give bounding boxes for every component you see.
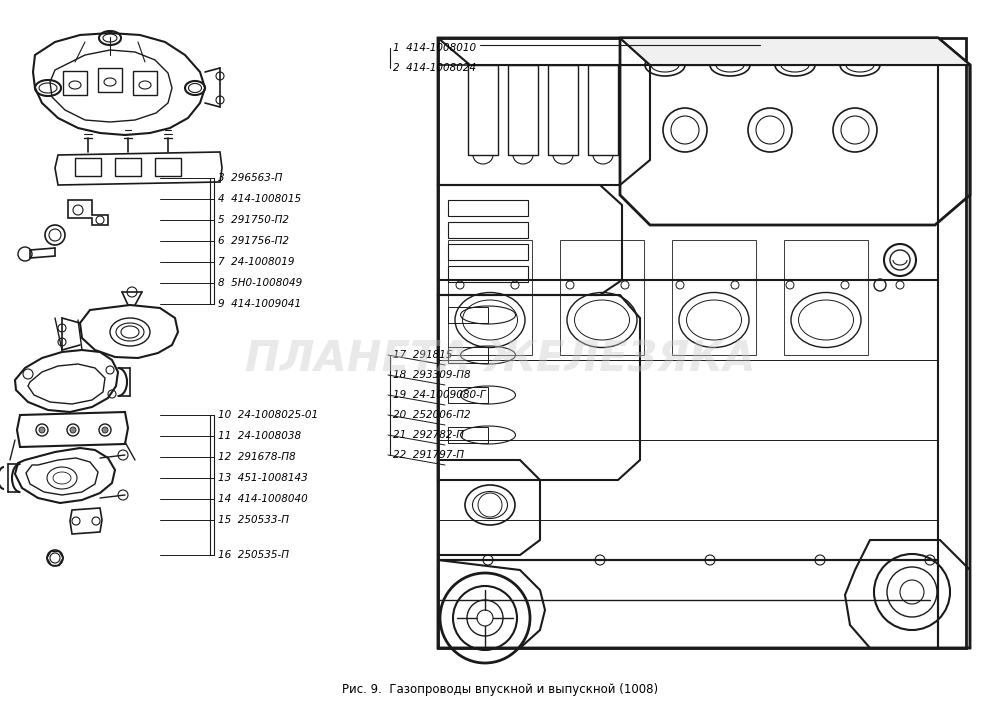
Bar xyxy=(560,240,644,355)
Text: 4  414-1008015: 4 414-1008015 xyxy=(218,194,301,204)
Text: ПЛАНЕТА ЖЕЛЕЗЯКА: ПЛАНЕТА ЖЕЛЕЗЯКА xyxy=(245,339,755,381)
Text: 15  250533-П: 15 250533-П xyxy=(218,515,289,525)
Bar xyxy=(448,244,528,260)
Bar xyxy=(448,200,528,216)
Text: 11  24-1008038: 11 24-1008038 xyxy=(218,431,301,441)
Bar xyxy=(468,65,498,155)
Text: 3  296563-П: 3 296563-П xyxy=(218,173,282,183)
Circle shape xyxy=(70,427,76,433)
Bar xyxy=(438,65,938,280)
Text: 20  252006-П2: 20 252006-П2 xyxy=(393,410,471,420)
Text: 7  24-1008019: 7 24-1008019 xyxy=(218,257,294,267)
Circle shape xyxy=(102,427,108,433)
Bar xyxy=(133,71,157,95)
Text: 12  291678-П8: 12 291678-П8 xyxy=(218,452,296,462)
Text: 21  292782-П: 21 292782-П xyxy=(393,430,464,440)
Bar xyxy=(588,65,618,155)
Bar xyxy=(448,222,528,238)
Text: 19  24-1009080-Г: 19 24-1009080-Г xyxy=(393,390,486,400)
Text: 18  293309-П8: 18 293309-П8 xyxy=(393,370,471,380)
Bar xyxy=(438,38,966,648)
Bar xyxy=(448,347,488,363)
Circle shape xyxy=(39,427,45,433)
Bar xyxy=(672,240,756,355)
Bar xyxy=(448,307,488,323)
Text: 17  291815: 17 291815 xyxy=(393,350,452,360)
Text: 14  414-1008040: 14 414-1008040 xyxy=(218,494,308,504)
Bar xyxy=(508,65,538,155)
Bar xyxy=(63,71,87,95)
Text: 8  5Н0-1008049: 8 5Н0-1008049 xyxy=(218,278,302,288)
Bar xyxy=(448,266,528,282)
Text: 2  414-1008024: 2 414-1008024 xyxy=(393,63,476,73)
Bar xyxy=(115,158,141,176)
Text: 10  24-1008025-01: 10 24-1008025-01 xyxy=(218,410,318,420)
Text: 16  250535-П: 16 250535-П xyxy=(218,550,289,560)
Bar xyxy=(548,65,578,155)
Bar xyxy=(75,158,101,176)
Text: 6  291756-П2: 6 291756-П2 xyxy=(218,236,289,246)
Bar xyxy=(155,158,181,176)
Bar xyxy=(98,68,122,92)
Bar xyxy=(448,387,488,403)
Text: Рис. 9.  Газопроводы впускной и выпускной (1008): Рис. 9. Газопроводы впускной и выпускной… xyxy=(342,683,658,696)
Text: 9  414-1009041: 9 414-1009041 xyxy=(218,299,301,309)
Bar xyxy=(448,240,532,355)
Bar xyxy=(448,427,488,443)
Text: 13  451-1008143: 13 451-1008143 xyxy=(218,473,308,483)
Text: 22  291797-П: 22 291797-П xyxy=(393,450,464,460)
Bar xyxy=(784,240,868,355)
Text: 5  291750-П2: 5 291750-П2 xyxy=(218,215,289,225)
Polygon shape xyxy=(620,38,970,65)
Text: 1  414-1008010: 1 414-1008010 xyxy=(393,43,476,53)
